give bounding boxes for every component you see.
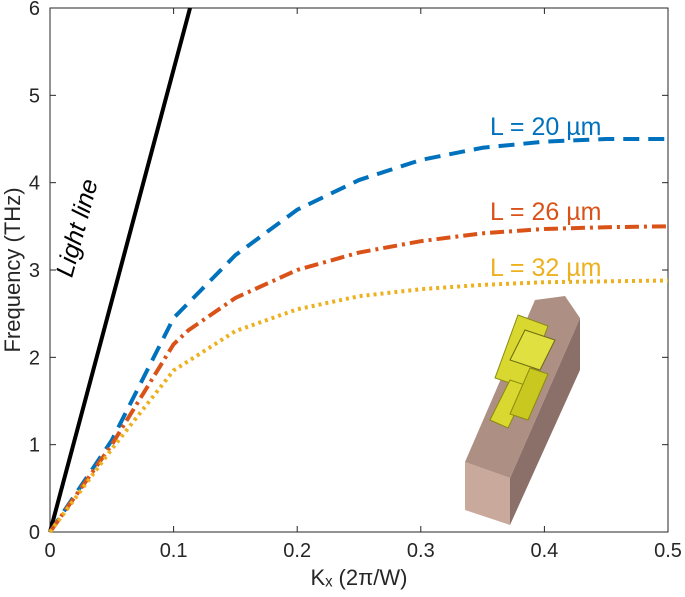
device-inset [465,296,580,525]
x-tick-label: 0.3 [407,540,435,562]
series-line [48,137,668,534]
y-axis-label: Frequency (THz) [0,187,25,352]
x-axis-label: Kₓ (2π/W) [311,565,408,590]
series-line [48,278,669,534]
series-label: L = 20 µm [490,113,601,141]
x-tick-label: 0.4 [530,540,558,562]
y-tick-label: 4 [29,173,40,195]
y-tick-label: 6 [29,0,40,20]
series-line [48,224,669,534]
series-line [48,7,192,533]
y-tick-label: 2 [29,347,40,369]
y-tick-label: 0 [29,522,40,544]
y-tick-label: 3 [29,260,40,282]
y-tick-label: 1 [29,435,40,457]
y-tick-label: 5 [29,85,40,107]
x-tick-label: 0.2 [283,540,311,562]
x-tick-label: 0.1 [160,540,188,562]
series-label: L = 26 µm [490,198,601,226]
series-label: Light line [51,176,104,280]
x-tick-label: 0.5 [654,540,682,562]
x-tick-label: 0 [44,540,55,562]
series-label: L = 32 µm [490,254,601,282]
